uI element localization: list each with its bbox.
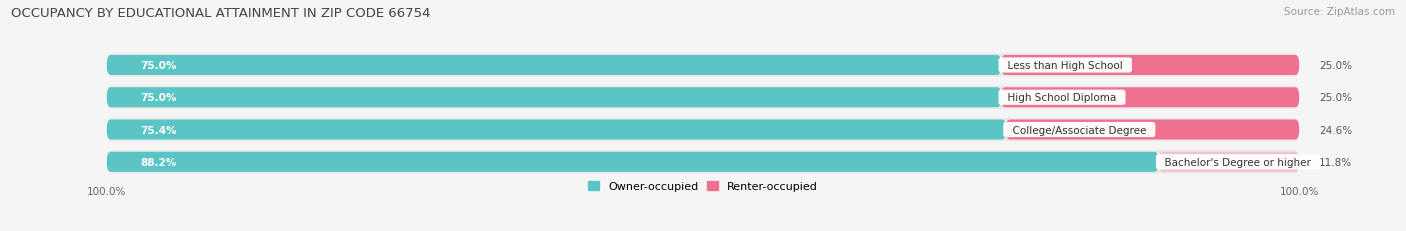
FancyBboxPatch shape [107, 152, 1159, 172]
Text: 11.8%: 11.8% [1319, 157, 1353, 167]
FancyBboxPatch shape [107, 119, 1299, 142]
FancyBboxPatch shape [1001, 88, 1299, 108]
FancyBboxPatch shape [107, 120, 1005, 140]
FancyBboxPatch shape [1001, 56, 1299, 76]
Text: High School Diploma: High School Diploma [1001, 93, 1123, 103]
Text: 100.0%: 100.0% [1279, 186, 1319, 196]
FancyBboxPatch shape [107, 54, 1299, 77]
Text: 75.0%: 75.0% [141, 93, 176, 103]
Text: 100.0%: 100.0% [87, 186, 127, 196]
Text: OCCUPANCY BY EDUCATIONAL ATTAINMENT IN ZIP CODE 66754: OCCUPANCY BY EDUCATIONAL ATTAINMENT IN Z… [11, 7, 430, 20]
Text: 75.4%: 75.4% [141, 125, 176, 135]
FancyBboxPatch shape [107, 88, 1001, 108]
Text: 24.6%: 24.6% [1319, 125, 1353, 135]
Text: College/Associate Degree: College/Associate Degree [1005, 125, 1153, 135]
FancyBboxPatch shape [107, 56, 1001, 76]
Legend: Owner-occupied, Renter-occupied: Owner-occupied, Renter-occupied [583, 176, 823, 196]
Text: Source: ZipAtlas.com: Source: ZipAtlas.com [1284, 7, 1395, 17]
FancyBboxPatch shape [107, 151, 1299, 174]
FancyBboxPatch shape [1159, 152, 1299, 172]
FancyBboxPatch shape [1005, 120, 1299, 140]
Text: Bachelor's Degree or higher: Bachelor's Degree or higher [1159, 157, 1317, 167]
Text: 75.0%: 75.0% [141, 61, 176, 71]
FancyBboxPatch shape [107, 86, 1299, 109]
Text: 88.2%: 88.2% [141, 157, 176, 167]
Text: 25.0%: 25.0% [1319, 61, 1353, 71]
Text: Less than High School: Less than High School [1001, 61, 1129, 71]
Text: 25.0%: 25.0% [1319, 93, 1353, 103]
